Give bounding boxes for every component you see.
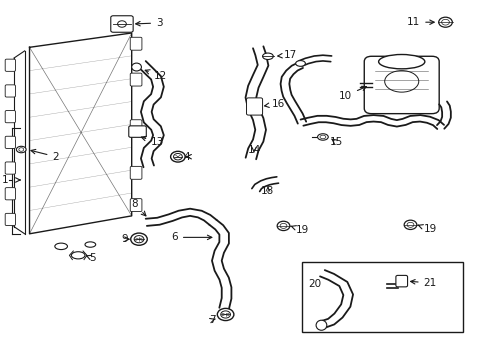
Ellipse shape: [316, 320, 327, 330]
FancyBboxPatch shape: [130, 73, 142, 86]
Text: 14: 14: [247, 144, 261, 154]
Ellipse shape: [118, 21, 126, 27]
Text: 11: 11: [407, 17, 434, 27]
Text: 6: 6: [172, 232, 212, 242]
FancyBboxPatch shape: [5, 136, 15, 148]
FancyBboxPatch shape: [5, 85, 15, 97]
Text: 10: 10: [339, 86, 367, 101]
Ellipse shape: [379, 54, 425, 69]
Ellipse shape: [218, 309, 234, 320]
Text: 15: 15: [330, 138, 343, 147]
FancyBboxPatch shape: [396, 275, 408, 287]
FancyBboxPatch shape: [5, 59, 15, 71]
Bar: [302, 262, 463, 332]
Text: 4: 4: [184, 152, 192, 162]
FancyBboxPatch shape: [130, 166, 142, 179]
FancyBboxPatch shape: [129, 126, 147, 137]
Ellipse shape: [132, 63, 142, 71]
Text: 8: 8: [131, 199, 146, 216]
FancyBboxPatch shape: [5, 188, 15, 200]
FancyBboxPatch shape: [5, 213, 15, 226]
Text: 18: 18: [261, 186, 274, 196]
FancyBboxPatch shape: [5, 162, 15, 174]
FancyBboxPatch shape: [246, 98, 263, 115]
Ellipse shape: [407, 222, 414, 227]
Ellipse shape: [72, 252, 85, 259]
Text: 17: 17: [278, 50, 297, 60]
Text: 1: 1: [2, 175, 9, 185]
Text: 19: 19: [291, 225, 309, 235]
Ellipse shape: [263, 53, 273, 59]
Ellipse shape: [441, 19, 449, 25]
Text: 16: 16: [265, 99, 285, 109]
Text: 20: 20: [308, 279, 321, 289]
Ellipse shape: [385, 71, 419, 92]
Ellipse shape: [439, 17, 452, 27]
Ellipse shape: [220, 311, 230, 318]
Text: 9: 9: [122, 234, 129, 244]
Ellipse shape: [295, 60, 305, 66]
Ellipse shape: [19, 148, 24, 151]
Ellipse shape: [277, 221, 290, 230]
Ellipse shape: [85, 242, 96, 247]
Ellipse shape: [134, 235, 144, 243]
Ellipse shape: [173, 153, 182, 160]
FancyBboxPatch shape: [130, 37, 142, 50]
Text: 13: 13: [141, 136, 165, 147]
Text: 3: 3: [136, 18, 163, 28]
FancyBboxPatch shape: [130, 199, 142, 212]
Text: 19: 19: [418, 225, 437, 234]
Ellipse shape: [318, 134, 328, 140]
Ellipse shape: [16, 146, 26, 153]
FancyBboxPatch shape: [130, 120, 142, 133]
Text: 12: 12: [145, 70, 167, 81]
Ellipse shape: [280, 224, 287, 228]
Text: 7: 7: [209, 315, 216, 325]
FancyBboxPatch shape: [364, 56, 439, 114]
Text: 21: 21: [411, 278, 437, 288]
Text: 5: 5: [86, 253, 96, 263]
Ellipse shape: [404, 220, 417, 229]
Ellipse shape: [320, 135, 326, 139]
Ellipse shape: [171, 151, 185, 162]
Ellipse shape: [131, 233, 147, 245]
FancyBboxPatch shape: [5, 111, 15, 123]
FancyBboxPatch shape: [111, 16, 133, 32]
Text: 2: 2: [31, 149, 59, 162]
Ellipse shape: [55, 243, 68, 249]
